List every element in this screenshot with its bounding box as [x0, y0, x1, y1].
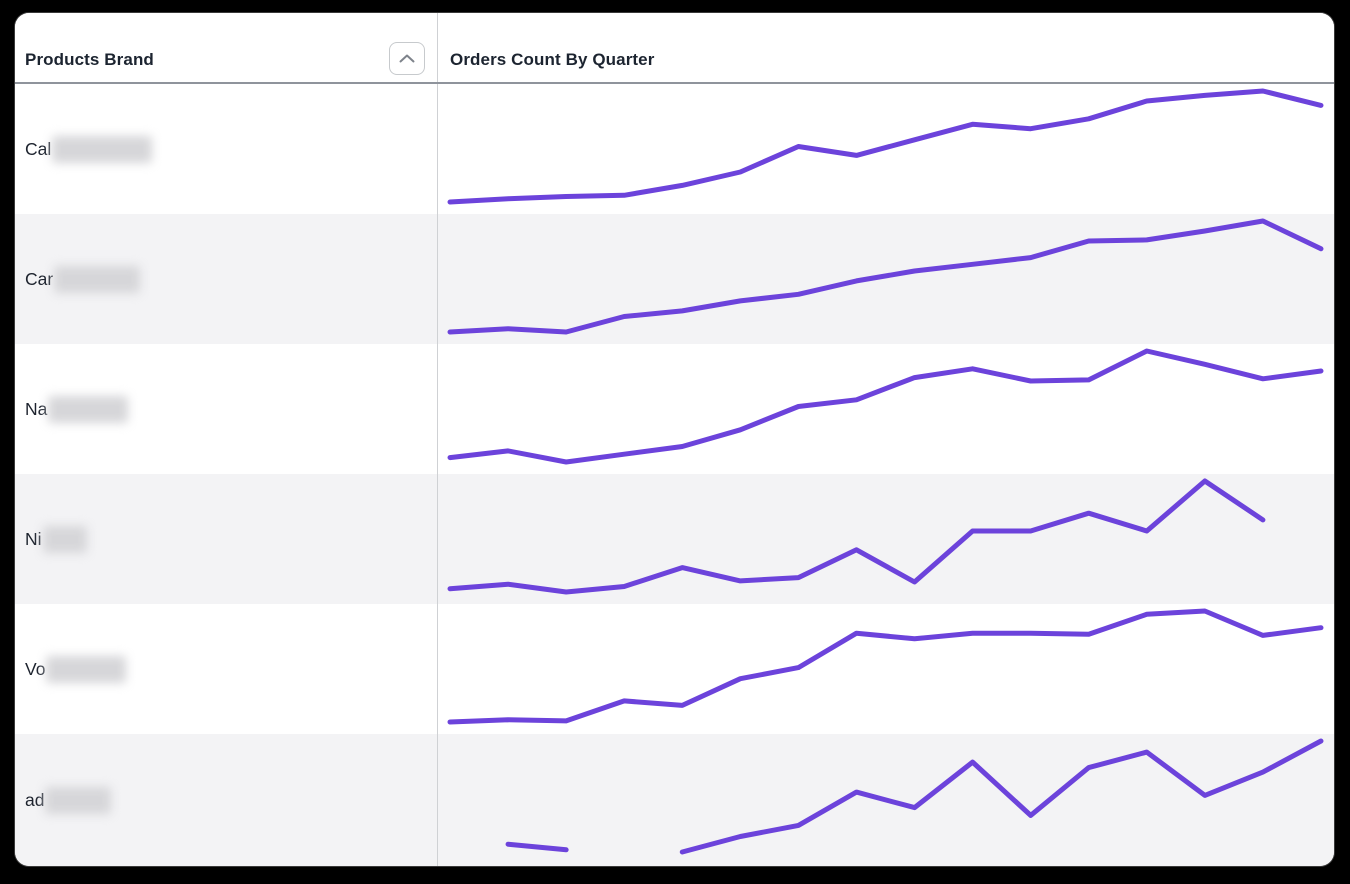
- chart-cell: [438, 474, 1334, 604]
- brand-cell: ad: [15, 734, 438, 866]
- sparkline-path: [447, 88, 1324, 205]
- sparkline-path: [447, 348, 1324, 465]
- brand-cell: Na: [15, 344, 438, 474]
- sparkline-chart[interactable]: [438, 84, 1334, 214]
- brand-cell: Ni: [15, 474, 438, 604]
- redacted-text: [42, 525, 87, 553]
- sparkline-path: [447, 218, 1324, 335]
- redacted-text: [48, 395, 129, 423]
- sparkline-chart[interactable]: [438, 734, 1334, 864]
- column-label-orders-count: Orders Count By Quarter: [450, 50, 655, 69]
- brand-cell: Vo: [15, 604, 438, 734]
- redacted-text: [54, 265, 141, 293]
- chart-cell: [438, 344, 1334, 474]
- brand-cell: Car: [15, 214, 438, 344]
- brand-label: Car: [25, 268, 54, 289]
- table-body: Cal Car Na Ni: [15, 84, 1334, 866]
- table-row: Car: [15, 214, 1334, 344]
- column-label-products-brand: Products Brand: [25, 50, 154, 69]
- chart-cell: [438, 84, 1334, 214]
- sparkline-path: [505, 738, 1324, 855]
- column-header-products-brand[interactable]: Products Brand: [15, 13, 438, 82]
- table-row: Cal: [15, 84, 1334, 214]
- brand-label: Cal: [25, 138, 52, 159]
- column-header-orders-count[interactable]: Orders Count By Quarter: [438, 13, 1334, 82]
- chevron-up-icon: [399, 54, 415, 63]
- redacted-text: [46, 655, 127, 683]
- brand-label: Na: [25, 398, 48, 419]
- chart-cell: [438, 214, 1334, 344]
- table-row: Vo: [15, 604, 1334, 734]
- sparkline-chart[interactable]: [438, 214, 1334, 344]
- sparkline-chart[interactable]: [438, 474, 1334, 604]
- sparkline-path: [447, 478, 1266, 595]
- report-table-panel: Products Brand Orders Count By Quarter C…: [15, 13, 1334, 866]
- brand-label: ad: [25, 789, 45, 810]
- sparkline-path: [447, 608, 1324, 725]
- brand-cell: Cal: [15, 84, 438, 214]
- redacted-text: [45, 786, 112, 814]
- sparkline-chart[interactable]: [438, 604, 1334, 734]
- chart-cell: [438, 604, 1334, 734]
- table-row: Na: [15, 344, 1334, 474]
- chart-cell: [438, 734, 1334, 866]
- table-row: Ni: [15, 474, 1334, 604]
- table-header: Products Brand Orders Count By Quarter: [15, 13, 1334, 84]
- redacted-text: [52, 135, 153, 163]
- table-row: ad: [15, 734, 1334, 866]
- brand-label: Vo: [25, 658, 46, 679]
- sort-button[interactable]: [389, 42, 425, 75]
- brand-label: Ni: [25, 528, 42, 549]
- sparkline-chart[interactable]: [438, 344, 1334, 474]
